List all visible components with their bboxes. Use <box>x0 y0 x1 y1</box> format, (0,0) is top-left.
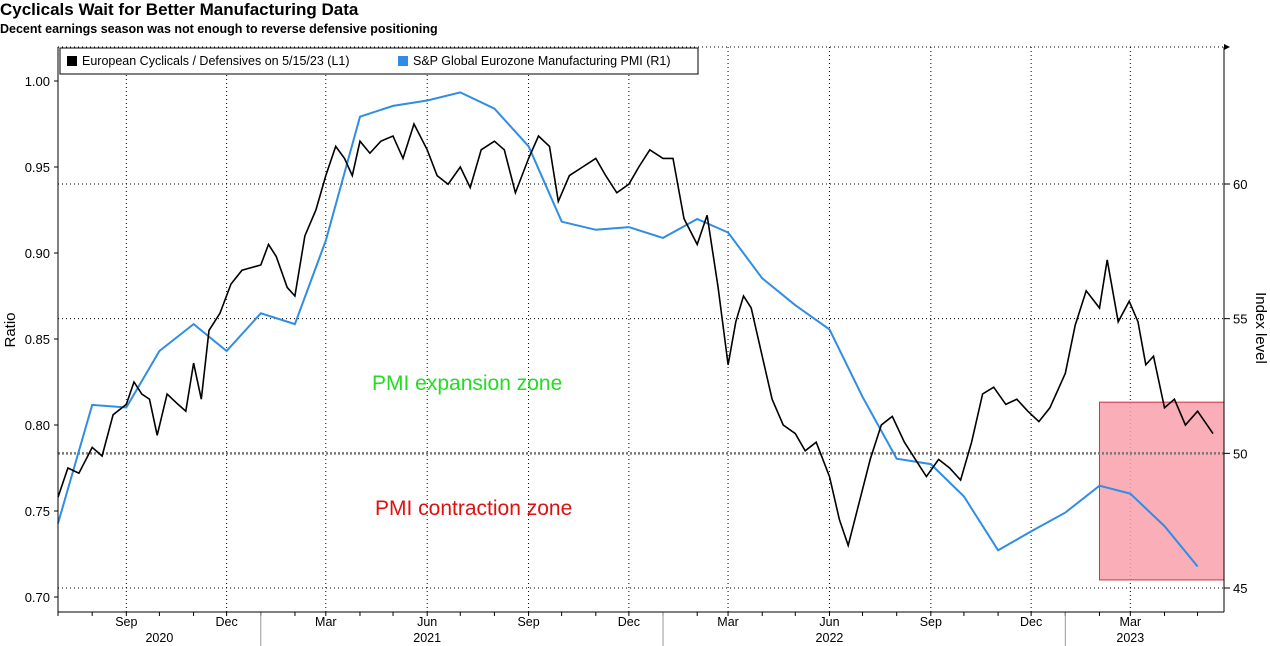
series-line-pmi <box>57 91 1199 568</box>
x-tick-label: Sep <box>517 615 539 629</box>
x-tick-label: Jun <box>819 615 839 629</box>
x-tick-label: Dec <box>618 615 640 629</box>
series-line-cyclicals-defensives <box>57 121 1214 549</box>
x-tick-label: Sep <box>115 615 137 629</box>
x-tick-label: Dec <box>1020 615 1042 629</box>
y-left-tick-label: 0.95 <box>25 160 50 175</box>
x-year-label: 2021 <box>413 631 441 645</box>
chart-title: Cyclicals Wait for Better Manufacturing … <box>0 0 359 19</box>
x-year-label: 2020 <box>145 631 173 645</box>
y-right-tick-label: 60 <box>1233 177 1247 192</box>
y-axis-left-label: Ratio <box>2 312 19 347</box>
x-tick-label: Sep <box>920 615 942 629</box>
y-right-top-marker <box>1224 44 1230 50</box>
y-left-tick-label: 0.70 <box>25 590 50 605</box>
annotation-expansion-zone: PMI expansion zone <box>372 372 562 395</box>
legend: European Cyclicals / Defensives on 5/15/… <box>59 47 699 75</box>
y-right-tick-label: 45 <box>1233 581 1247 596</box>
gridlines <box>58 46 1224 612</box>
y-left-tick-label: 0.80 <box>25 418 50 433</box>
annotation-contraction-zone: PMI contraction zone <box>375 497 572 520</box>
x-tick-label: Mar <box>717 615 739 629</box>
y-left-tick-label: 0.75 <box>25 504 50 519</box>
x-tick-label: Mar <box>1120 615 1142 629</box>
legend-label-pmi: S&P Global Eurozone Manufacturing PMI (R… <box>413 54 671 68</box>
x-year-label: 2022 <box>816 631 844 645</box>
y-axis-right-label: Index level <box>1252 292 1269 364</box>
legend-swatch-ratio <box>67 56 77 66</box>
x-tick-label: Mar <box>315 615 337 629</box>
y-right-tick-label: 50 <box>1233 446 1247 461</box>
chart-subtitle: Decent earnings season was not enough to… <box>0 22 438 36</box>
axes: 0.70 0.75 0.80 0.85 0.90 0.95 1.00 45 50 55 60 Sep D… <box>25 44 1247 646</box>
x-year-label: 2023 <box>1116 631 1144 645</box>
y-left-tick-label: 0.85 <box>25 332 50 347</box>
x-tick-label: Dec <box>216 615 238 629</box>
y-left-tick-label: 1.00 <box>25 74 50 89</box>
y-right-tick-label: 55 <box>1233 312 1247 327</box>
x-tick-label: Jun <box>417 615 437 629</box>
legend-label-ratio: European Cyclicals / Defensives on 5/15/… <box>82 54 350 68</box>
y-left-tick-label: 0.90 <box>25 246 50 261</box>
legend-swatch-pmi <box>398 56 408 66</box>
